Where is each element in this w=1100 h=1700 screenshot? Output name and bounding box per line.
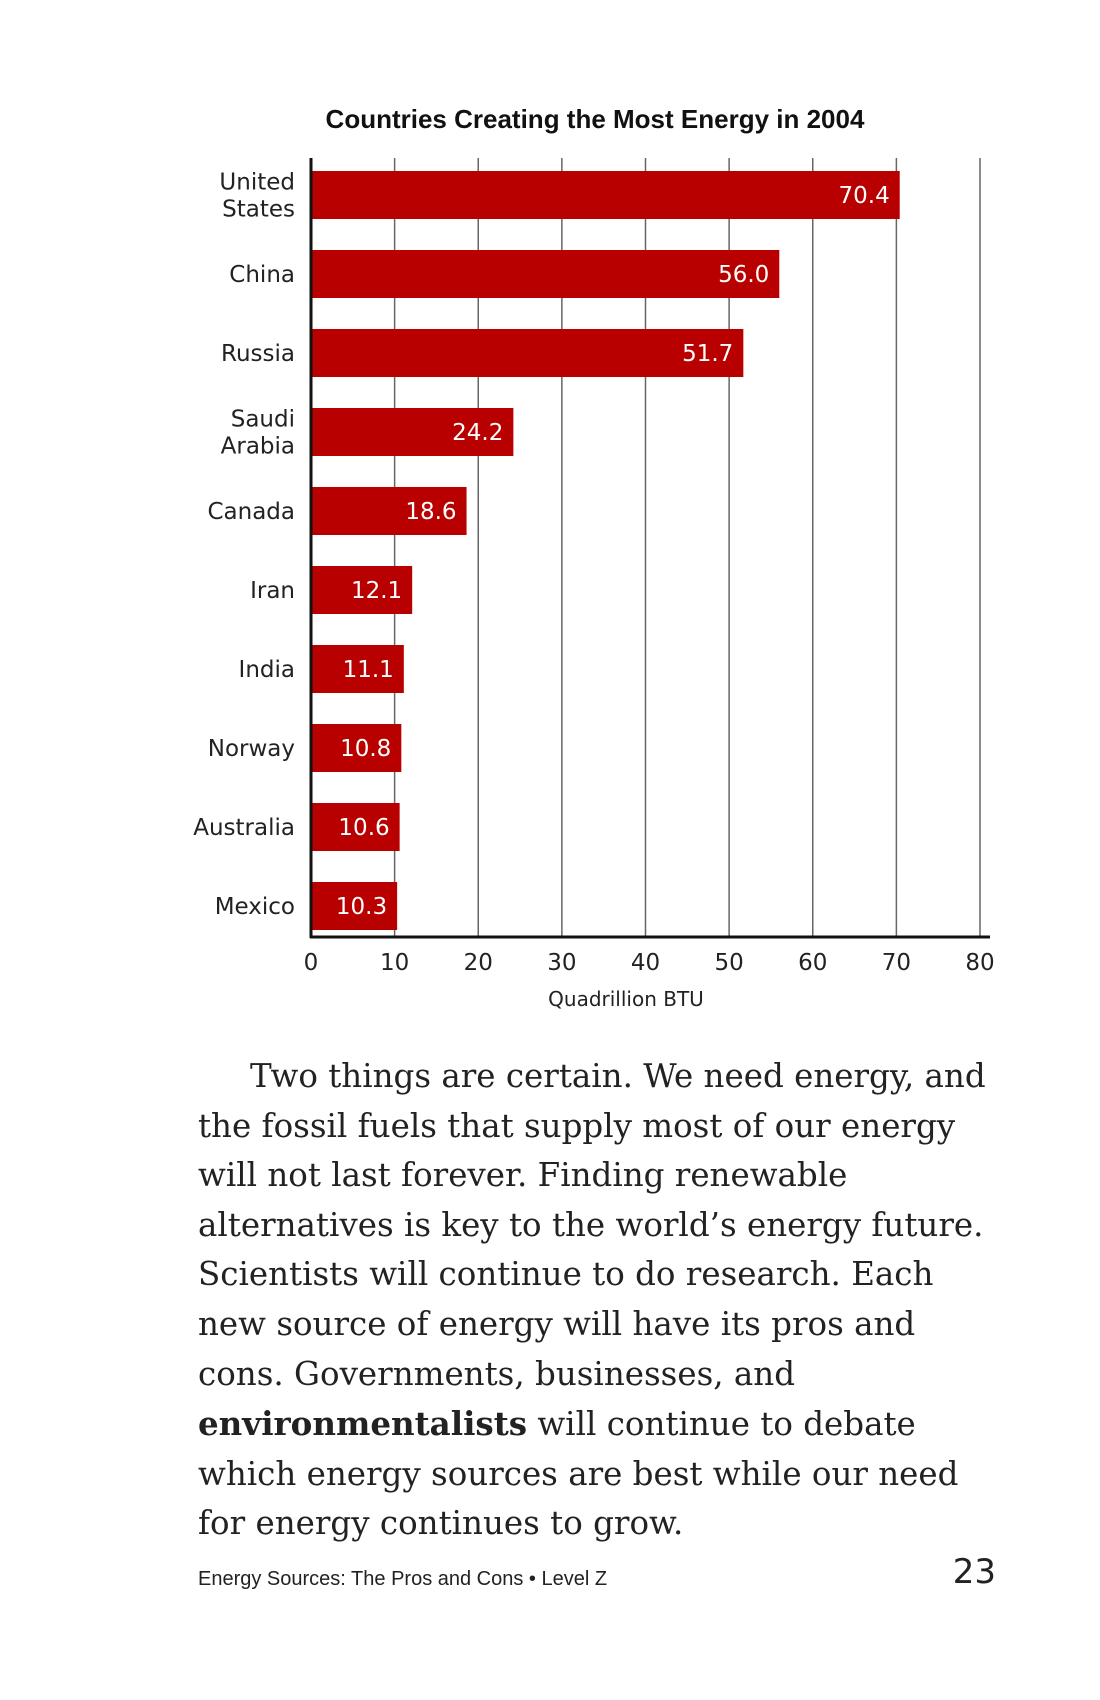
- bar: [311, 803, 400, 851]
- category-label: Iran: [250, 578, 295, 604]
- category-label-line: Saudi: [231, 407, 295, 433]
- category-label: United States: [219, 170, 295, 223]
- body-paragraph: Two things are certain. We need energy, …: [198, 1052, 998, 1549]
- x-tick-label: 80: [965, 950, 994, 976]
- bar-value-label: 18.6: [405, 499, 456, 525]
- x-tick-label: 40: [631, 950, 660, 976]
- category-label-line: Russia: [221, 341, 295, 367]
- bar: [311, 171, 900, 219]
- category-labels: United States China Russia Saudi Arabia Canada…: [193, 170, 295, 921]
- category-label-line: States: [222, 197, 295, 223]
- category-label: China: [229, 262, 295, 288]
- category-label: Saudi Arabia: [221, 407, 295, 460]
- category-label-line: India: [239, 657, 295, 683]
- x-tick-label: 70: [882, 950, 911, 976]
- bar-value-label: 24.2: [452, 420, 503, 446]
- category-label: Australia: [193, 815, 295, 841]
- bar-value-label: 10.6: [338, 815, 389, 841]
- bar-value-label: 10.8: [340, 736, 391, 762]
- chart-bars: 70.4 56.0 51.7 24.2 18.6 12.1 11.1 10.8 10.6 10.3: [311, 171, 900, 930]
- category-label: India: [239, 657, 295, 683]
- category-label-line: Canada: [207, 499, 295, 525]
- body-text-part-2: will continue to debate which energy sou…: [198, 1405, 959, 1543]
- category-label-line: Mexico: [215, 894, 295, 920]
- bar-value-label: 11.1: [343, 657, 394, 683]
- bar-value-label: 10.3: [336, 894, 387, 920]
- bar: [311, 566, 413, 614]
- energy-bar-chart: Countries Creating the Most Energy in 20…: [193, 104, 995, 1011]
- category-label: Norway: [208, 736, 295, 762]
- x-axis-label: Quadrillion BTU: [548, 987, 704, 1011]
- category-label-line: Iran: [250, 578, 295, 604]
- category-label-line: Arabia: [221, 434, 295, 460]
- x-tick-label: 20: [464, 950, 493, 976]
- page-number: 23: [952, 1552, 996, 1592]
- bar: [311, 724, 402, 772]
- bar: [311, 329, 744, 377]
- category-label-line: Australia: [193, 815, 295, 841]
- body-paragraph-text: Two things are certain. We need energy, …: [198, 1052, 998, 1549]
- category-label: Mexico: [215, 894, 295, 920]
- category-label-line: China: [229, 262, 295, 288]
- bar-value-label: 56.0: [718, 262, 769, 288]
- bar: [311, 487, 467, 535]
- category-label: Canada: [207, 499, 295, 525]
- category-label: Russia: [221, 341, 295, 367]
- x-tick-label: 60: [798, 950, 827, 976]
- bar: [311, 882, 398, 930]
- category-label-line: Norway: [208, 736, 295, 762]
- category-label-line: United: [219, 170, 295, 196]
- x-tick-label: 10: [380, 950, 409, 976]
- x-tick-label: 30: [547, 950, 576, 976]
- x-axis-ticks: 0 10 20 30 40 50 60 70 80: [304, 950, 995, 976]
- footer-book-title: Energy Sources: The Pros and Cons • Leve…: [198, 1568, 608, 1590]
- bar: [311, 645, 404, 693]
- x-tick-label: 50: [714, 950, 743, 976]
- vocabulary-word: environmentalists: [198, 1404, 528, 1444]
- bar: [311, 250, 780, 298]
- x-tick-label: 0: [304, 950, 319, 976]
- bar: [311, 408, 514, 456]
- body-text-part-1: Two things are certain. We need energy, …: [198, 1057, 986, 1393]
- chart-title: Countries Creating the Most Energy in 20…: [326, 104, 865, 134]
- bar-value-label: 70.4: [839, 183, 890, 209]
- bar-value-label: 51.7: [682, 341, 733, 367]
- bar-value-label: 12.1: [351, 578, 402, 604]
